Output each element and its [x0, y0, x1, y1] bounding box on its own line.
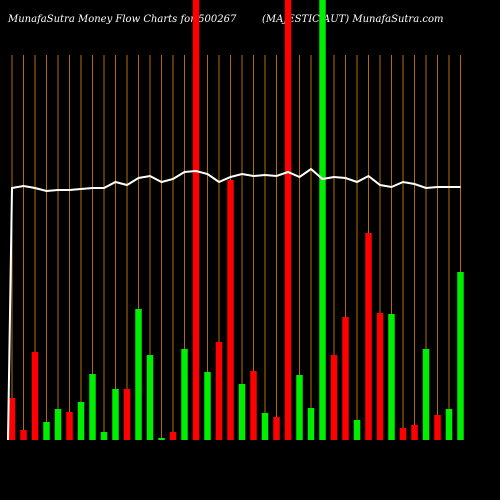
money-flow-bar-down	[66, 412, 73, 440]
money-flow-bar-down	[342, 317, 349, 440]
money-flow-bar-down	[123, 389, 131, 440]
money-flow-bar-up	[100, 432, 108, 440]
chart-subtitle: (MAJESTIC AUT) MunafaSutra.com	[262, 14, 444, 25]
money-flow-bar-down	[20, 430, 27, 440]
money-flow-bar-up	[261, 413, 269, 440]
money-flow-bar-down	[215, 342, 223, 440]
money-flow-bar-down	[31, 352, 39, 440]
money-flow-bar-up	[135, 309, 142, 440]
money-flow-bar-down	[376, 313, 384, 440]
money-flow-bar-down	[434, 415, 441, 440]
money-flow-bar-down	[399, 428, 407, 440]
money-flow-bar-up	[158, 438, 165, 440]
money-flow-bar-up	[422, 349, 430, 440]
money-flow-bar-down	[227, 180, 234, 440]
price-line	[7, 167, 461, 441]
money-flow-bar-up	[89, 374, 96, 440]
money-flow-bar-down	[330, 355, 338, 440]
money-flow-bar-down	[192, 0, 200, 440]
money-flow-bar-up	[388, 314, 395, 440]
money-flow-bar-up	[77, 402, 85, 440]
money-flow-bar-up	[54, 409, 62, 440]
money-flow-bar-down	[365, 233, 372, 440]
money-flow-bar-down	[273, 417, 280, 440]
money-flow-bar-down	[250, 371, 257, 440]
money-flow-bar-up	[307, 408, 315, 440]
money-flow-bar-up	[238, 384, 246, 440]
money-flow-bar-up	[146, 355, 154, 440]
money-flow-bars	[8, 0, 464, 440]
money-flow-bar-up	[457, 272, 464, 440]
money-flow-bar-down	[411, 425, 418, 440]
page-title: MunafaSutra Money Flow Charts for 500267	[8, 14, 237, 25]
money-flow-bar-down	[169, 432, 177, 440]
money-flow-bar-down	[284, 0, 292, 440]
money-flow-bar-down	[8, 398, 16, 440]
money-flow-bar-up	[43, 422, 50, 440]
money-flow-bar-up	[445, 409, 453, 440]
price-line-layer	[7, 167, 461, 441]
money-flow-bar-up	[112, 389, 119, 440]
money-flow-bar-up	[204, 372, 211, 440]
money-flow-bar-up	[353, 420, 361, 440]
money-flow-bar-up	[181, 349, 188, 440]
money-flow-bar-up	[319, 0, 326, 440]
money-flow-bar-up	[296, 375, 303, 440]
